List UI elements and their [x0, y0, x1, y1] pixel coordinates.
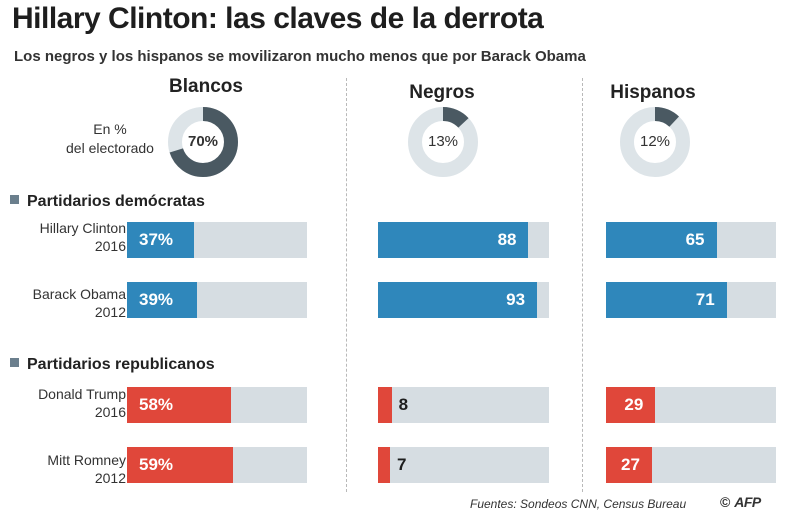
- bar-value-label: 8: [398, 395, 409, 414]
- row-label-name: Barack Obama: [32, 286, 126, 302]
- bar: [606, 222, 717, 258]
- donut-caption-line: del electorado: [66, 140, 154, 156]
- bar-track: 88: [378, 222, 549, 258]
- column-head-blancos: Blancos: [169, 76, 243, 97]
- donut-negros: [408, 107, 478, 177]
- bar: [606, 387, 656, 423]
- row-label-romney: Mitt Romney 2012: [8, 451, 126, 487]
- bar: [127, 387, 232, 423]
- bar: [606, 282, 727, 318]
- row-label-name: Donald Trump: [38, 386, 126, 402]
- copyright-symbol: ©: [720, 494, 731, 510]
- donut-blancos: [168, 107, 238, 177]
- bar-track: 37%: [127, 222, 307, 258]
- bar-track: 7: [378, 447, 549, 483]
- bar-value-label: 65: [685, 230, 705, 249]
- bar-value-label: 7: [396, 455, 407, 474]
- bar-track: 58%: [127, 387, 307, 423]
- bar: [606, 447, 652, 483]
- bar-track: 39%: [127, 282, 307, 318]
- bar-value-label: 88: [497, 230, 517, 249]
- section-head-democrats: Partidarios demócratas: [10, 193, 205, 211]
- donut-value-label: 13%: [427, 133, 459, 150]
- bar-value-label: 59%: [139, 455, 174, 474]
- donut-value-label: 70%: [187, 133, 219, 150]
- column-head-negros: Negros: [409, 82, 475, 103]
- afp-logo: AFP: [734, 494, 761, 510]
- bar: [378, 222, 529, 258]
- row-label-trump: Donald Trump 2016: [8, 385, 126, 421]
- donut-caption-line: En %: [93, 121, 127, 137]
- bar-track: 93: [378, 282, 549, 318]
- column-divider: [582, 78, 583, 492]
- page-subtitle: Los negros y los hispanos se movilizaron…: [14, 48, 586, 65]
- bar: [127, 222, 194, 258]
- donut-caption: En % del electorado: [60, 120, 160, 158]
- bar: [127, 282, 198, 318]
- row-label-year: 2016: [94, 238, 126, 254]
- bar-track: 29: [606, 387, 776, 423]
- bar-value-label: 27: [620, 455, 640, 474]
- donut-value-label: 12%: [639, 133, 671, 150]
- bar-value-label: 37%: [139, 230, 174, 249]
- source-note: Fuentes: Sondeos CNN, Census Bureau: [470, 497, 687, 511]
- bar: [378, 282, 538, 318]
- row-label-year: 2012: [94, 470, 126, 486]
- section-title: Partidarios republicanos: [27, 356, 215, 373]
- agency-credit: © AFP: [720, 494, 761, 510]
- row-label-name: Hillary Clinton: [39, 220, 126, 236]
- row-label-obama: Barack Obama 2012: [8, 285, 126, 321]
- bar: [378, 447, 390, 483]
- bar-track: 59%: [127, 447, 307, 483]
- bar-value-label: 58%: [139, 395, 174, 414]
- section-head-republicans: Partidarios republicanos: [10, 356, 215, 374]
- bar-track: 71: [606, 282, 776, 318]
- donut-slice: [408, 107, 478, 177]
- bar-value-label: 39%: [139, 290, 174, 309]
- row-label-name: Mitt Romney: [47, 452, 126, 468]
- bar: [378, 387, 392, 423]
- column-head-hispanos: Hispanos: [610, 82, 696, 103]
- donut-slice: [620, 107, 690, 177]
- bar-value-label: 93: [506, 290, 526, 309]
- row-label-year: 2016: [94, 404, 126, 420]
- bar-value-label: 71: [695, 290, 715, 309]
- row-label-year: 2012: [94, 304, 126, 320]
- section-title: Partidarios demócratas: [27, 193, 205, 210]
- column-divider: [346, 78, 347, 492]
- bar-track: 27: [606, 447, 776, 483]
- donut-slice: [168, 107, 238, 177]
- section-marker: [10, 358, 19, 368]
- page-title: Hillary Clinton: las claves de la derrot…: [12, 2, 544, 35]
- bar-track: 8: [378, 387, 549, 423]
- bar: [127, 447, 234, 483]
- bar-value-label: 29: [624, 395, 644, 414]
- donut-hispanos: [620, 107, 690, 177]
- bar-track: 65: [606, 222, 776, 258]
- row-label-clinton: Hillary Clinton 2016: [8, 219, 126, 255]
- section-marker: [10, 195, 19, 205]
